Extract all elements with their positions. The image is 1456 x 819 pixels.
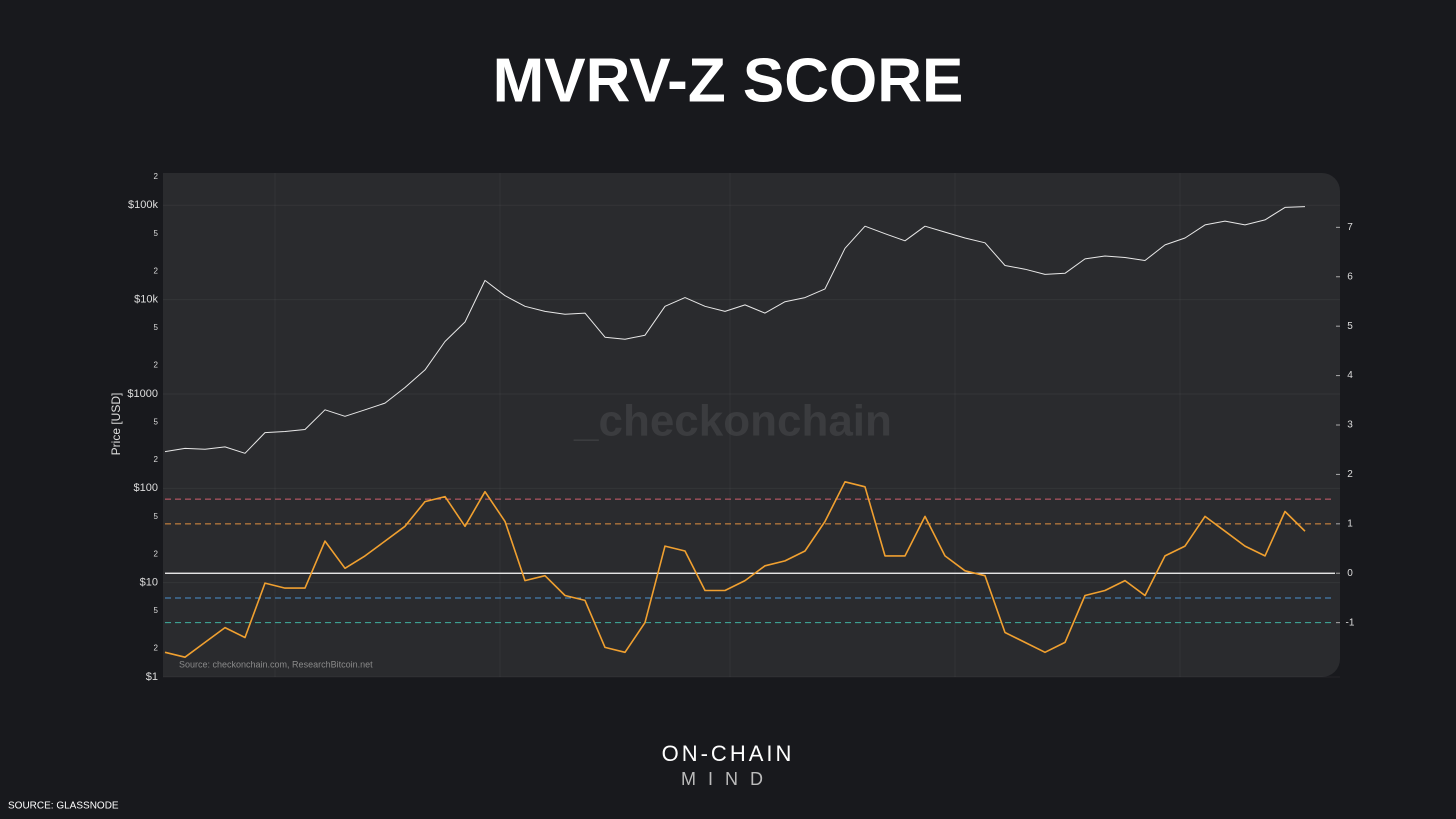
y2-tick-label: 5 [1347,321,1353,332]
y-tick-label: $10 [140,577,158,589]
plot-panel [163,173,1340,677]
y-tick-label: 5 [154,323,159,332]
y2-tick-label: 2 [1347,469,1353,480]
series-line [164,481,1306,658]
chart-title: MVRV-Z SCORE [493,46,964,115]
y-tick-label: 5 [154,229,159,238]
y-tick-label: 2 [154,455,159,464]
y2-tick-label: 0 [1347,568,1353,579]
y2-tick-label: 1 [1347,518,1353,529]
y-tick-label: 2 [154,361,159,370]
y-tick-label: $100 [134,482,158,494]
plot-panel-edge [163,173,193,677]
y2-tick-label: 6 [1347,271,1353,282]
watermark: _checkonchain [573,397,892,446]
y2-tick-label: 3 [1347,420,1353,431]
brand-line2: MIND [681,769,775,789]
y-tick-label: 2 [154,266,159,275]
y-tick-label: 5 [154,417,159,426]
y-tick-label: $1 [146,671,158,683]
y-tick-label: 5 [154,512,159,521]
y-tick-label: $100k [128,199,158,211]
y-tick-label: $10k [134,294,158,306]
brand-line1: ON-CHAIN [662,741,795,766]
y-tick-label: 2 [154,172,159,181]
y2-tick-label: 7 [1347,222,1353,233]
y-tick-label: 5 [154,606,159,615]
y-tick-label: 2 [154,644,159,653]
series-line [164,206,1306,454]
source-note: Source: checkonchain.com, ResearchBitcoi… [179,659,373,669]
footer-source: SOURCE: GLASSNODE [8,801,119,812]
y-tick-label: $1000 [127,388,158,400]
y-axis-label: Price [USD] [109,393,123,456]
y2-tick-label: -1 [1346,617,1355,628]
y2-tick-label: 4 [1347,370,1353,381]
y-tick-label: 2 [154,549,159,558]
